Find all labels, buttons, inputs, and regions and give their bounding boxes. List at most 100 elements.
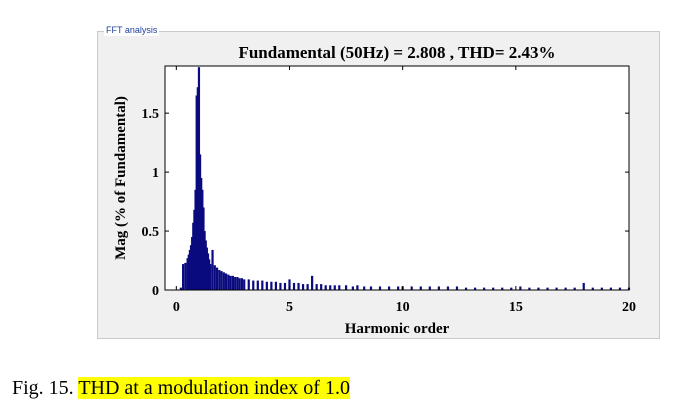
harmonic-bar: [311, 275, 314, 290]
harmonic-bar: [324, 285, 327, 290]
harmonic-bar: [236, 277, 239, 290]
harmonic-bar: [222, 272, 225, 290]
y-tick-label: 1.5: [142, 107, 160, 122]
harmonic-bar: [274, 281, 278, 290]
harmonic-bar: [288, 279, 291, 290]
harmonic-bar: [215, 267, 219, 290]
harmonic-bar: [194, 189, 197, 290]
x-tick-label: 5: [286, 300, 293, 315]
harmonic-bar: [211, 249, 214, 290]
harmonic-bar: [201, 189, 204, 290]
harmonic-bar: [600, 287, 603, 290]
harmonic-bar: [231, 275, 234, 290]
harmonic-bar: [227, 274, 230, 290]
harmonic-bar: [220, 271, 223, 290]
harmonic-bar: [270, 281, 273, 290]
harmonic-bar: [297, 282, 300, 290]
harmonic-bar: [582, 282, 585, 290]
harmonic-bar: [208, 259, 211, 290]
x-tick-label: 0: [173, 300, 180, 315]
harmonic-bar: [338, 285, 341, 290]
harmonic-bar: [378, 286, 382, 290]
harmonic-bar: [209, 264, 212, 290]
harmonic-bar: [369, 286, 373, 290]
harmonic-bar: [492, 287, 495, 290]
harmonic-bar: [188, 249, 191, 290]
harmonic-bar: [573, 287, 576, 290]
harmonic-bar: [206, 253, 210, 290]
harmonic-bar: [243, 279, 246, 290]
harmonic-bar: [186, 258, 189, 290]
harmonic-bar: [351, 286, 354, 290]
harmonic-bar: [315, 284, 318, 290]
x-axis-label: Harmonic order: [345, 321, 450, 337]
harmonic-bar: [555, 287, 558, 290]
harmonic-bar: [187, 254, 190, 290]
harmonic-bar: [252, 280, 255, 290]
harmonic-bar: [464, 287, 468, 290]
x-tick-label: 10: [396, 300, 410, 315]
x-tick-label: 15: [509, 300, 523, 315]
harmonic-bar: [256, 280, 259, 290]
harmonic-bar: [229, 275, 232, 290]
harmonic-bar: [510, 287, 513, 290]
harmonic-bar: [455, 286, 459, 290]
harmonic-bar: [238, 278, 241, 290]
harmonic-bar: [609, 287, 612, 290]
harmonic-bar: [329, 285, 332, 290]
harmonic-bar: [446, 286, 450, 290]
harmonic-bar: [283, 282, 287, 290]
harmonic-bar: [301, 284, 305, 290]
harmonic-bar: [205, 247, 208, 290]
harmonic-bar: [437, 286, 440, 290]
harmonic-bar: [191, 236, 194, 290]
harmonic-bar: [419, 286, 422, 290]
harmonic-bar: [202, 207, 205, 290]
harmonic-bar: [234, 277, 237, 290]
y-tick-label: 1: [152, 166, 159, 181]
harmonic-bar: [519, 286, 522, 290]
harmonic-bar: [528, 287, 531, 290]
figure-caption: Fig. 15. THD at a modulation index of 1.…: [12, 375, 350, 401]
harmonic-bar: [292, 282, 296, 290]
bars-group: [179, 67, 631, 291]
harmonic-bar: [387, 286, 391, 290]
harmonic-bar: [197, 67, 201, 291]
panel-title: FFT analysis: [104, 25, 160, 36]
y-axis-label: Mag (% of Fundamental): [113, 96, 129, 260]
harmonic-bar: [225, 273, 228, 290]
harmonic-bar: [344, 285, 348, 290]
harmonic-bar: [184, 262, 187, 290]
y-tick-label: 0: [152, 284, 159, 299]
harmonic-bar: [192, 222, 195, 290]
harmonic-bar: [279, 282, 282, 290]
harmonic-bar: [247, 279, 250, 290]
plot-frame: [164, 65, 630, 291]
harmonic-bar: [618, 287, 622, 290]
harmonic-bar: [306, 284, 309, 290]
caption-prefix: Fig. 15.: [12, 377, 79, 399]
harmonic-bar: [189, 245, 193, 290]
harmonic-bar: [564, 287, 567, 290]
harmonic-bar: [198, 154, 202, 290]
x-tick-label: 20: [622, 300, 636, 315]
harmonic-bar: [333, 285, 336, 290]
chart-title: Fundamental (50Hz) = 2.808 , THD= 2.43%: [238, 43, 555, 62]
harmonic-bar: [546, 287, 549, 290]
ticks-group: 0 5 10 15 20 0 0.5 1 1.5: [142, 66, 636, 315]
harmonic-bar: [483, 287, 486, 290]
harmonic-bar: [196, 87, 199, 290]
harmonic-bar: [473, 287, 477, 290]
caption-highlight: THD at a modulation index of 1.0: [78, 377, 350, 399]
harmonic-bar: [218, 269, 221, 290]
harmonic-bar: [213, 265, 216, 290]
harmonic-bar: [410, 286, 413, 290]
harmonic-bar: [204, 240, 207, 290]
harmonic-bar: [261, 280, 264, 290]
harmonic-bar: [397, 286, 400, 290]
harmonic-bar: [591, 287, 594, 290]
harmonic-bar: [265, 281, 268, 290]
plot-area: [165, 66, 629, 290]
